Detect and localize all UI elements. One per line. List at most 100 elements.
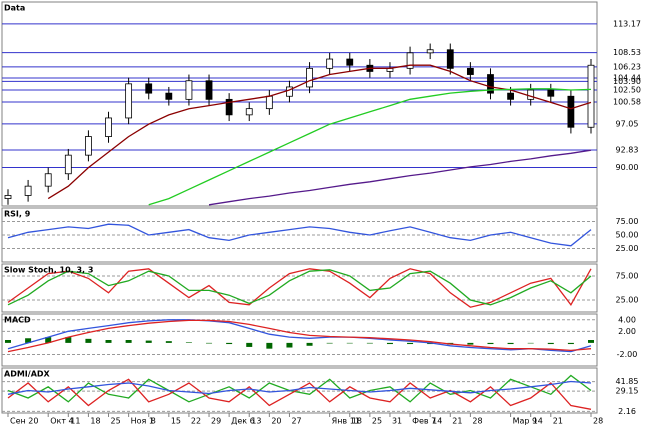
histogram-bar xyxy=(467,342,474,345)
candle-body xyxy=(165,92,173,100)
candle-body xyxy=(85,136,92,156)
series-line xyxy=(47,64,592,200)
y-tick-label: 75.00 xyxy=(616,272,639,281)
histogram-bar xyxy=(65,337,72,343)
x-tick-label: Окт 4 xyxy=(50,417,73,426)
x-tick-label: 13 xyxy=(251,417,261,426)
candle-body xyxy=(205,80,213,100)
x-tick-label: 29 xyxy=(211,417,221,426)
histogram-bar xyxy=(25,338,32,343)
panel-frame xyxy=(1,367,598,414)
x-tick-label: 15 xyxy=(171,417,181,426)
histogram-bar xyxy=(185,342,192,343)
series-line xyxy=(208,149,592,206)
y-tick-label: 29.15 xyxy=(616,387,639,396)
histogram-bar xyxy=(487,342,494,345)
y-tick-label: 25.00 xyxy=(616,244,639,253)
x-tick-label: Янв 11 xyxy=(332,417,360,426)
x-tick-label: 21 xyxy=(553,417,563,426)
candle-body xyxy=(547,89,555,97)
x-tick-label: 27 xyxy=(291,417,301,426)
histogram-bar xyxy=(286,342,293,348)
y-tick-label: 25.00 xyxy=(616,296,639,305)
histogram-bar xyxy=(165,341,172,343)
y-tick-label: 2.16 xyxy=(618,407,636,416)
histogram-bar xyxy=(366,342,373,344)
y-tick-label: 90.00 xyxy=(616,163,639,172)
histogram-bar xyxy=(125,340,132,343)
histogram-bar xyxy=(45,337,52,343)
y-tick-label: 103.90 xyxy=(613,77,641,86)
series-line xyxy=(7,319,592,353)
series-line xyxy=(7,269,592,306)
candle-body xyxy=(406,52,414,69)
histogram-bar xyxy=(206,342,213,344)
histogram-bar xyxy=(507,342,514,345)
x-tick-label: Мар 9 xyxy=(513,417,538,426)
y-tick-label: 50.00 xyxy=(616,231,639,240)
series-line xyxy=(7,223,592,247)
x-tick-label: 8 xyxy=(151,417,156,426)
panel-title: MACD xyxy=(4,316,31,325)
x-tick-label: 11 xyxy=(70,417,80,426)
panel-title: RSI, 9 xyxy=(4,210,31,219)
y-tick-label: 4.00 xyxy=(618,315,636,324)
histogram-bar xyxy=(386,342,393,345)
candle-body xyxy=(527,89,535,100)
candle-body xyxy=(64,154,72,175)
candle-body xyxy=(125,83,133,119)
candle-body xyxy=(225,98,233,116)
x-tick-label: 18 xyxy=(352,417,362,426)
y-tick-label: 102.50 xyxy=(613,86,641,95)
candle-body xyxy=(426,49,434,54)
candle-body xyxy=(487,74,494,94)
histogram-bar xyxy=(306,342,313,346)
candle-body xyxy=(446,49,454,69)
candle-body xyxy=(306,67,313,88)
x-tick-label: 22 xyxy=(191,417,201,426)
y-tick-label: 104.44 xyxy=(613,74,641,83)
candle-body xyxy=(326,58,334,69)
candle-body xyxy=(44,173,52,187)
histogram-bar xyxy=(105,340,112,343)
y-tick-label: -2.00 xyxy=(617,350,638,359)
candle-body xyxy=(185,80,193,100)
panel-title: ADMI/ADX xyxy=(4,370,51,379)
x-tick-label: 14 xyxy=(533,417,543,426)
x-tick-label: 18 xyxy=(90,417,100,426)
series-line xyxy=(148,88,592,206)
histogram-bar xyxy=(547,342,554,345)
series-line xyxy=(7,319,592,353)
x-tick-label: Сен 20 xyxy=(10,417,38,426)
x-tick-label: 21 xyxy=(452,417,462,426)
histogram-bar xyxy=(346,342,353,344)
x-tick-label: 14 xyxy=(432,417,442,426)
histogram-bar xyxy=(145,340,152,343)
x-tick-label: 20 xyxy=(271,417,281,426)
histogram-bar xyxy=(246,342,253,347)
y-tick-label: 41.85 xyxy=(616,377,639,386)
x-tick-label: 25 xyxy=(372,417,382,426)
candle-body xyxy=(507,92,514,100)
candle-body xyxy=(24,185,32,196)
y-tick-label: 75.00 xyxy=(616,217,639,226)
histogram-bar xyxy=(85,338,92,343)
candle-body xyxy=(265,95,273,110)
histogram-bar xyxy=(588,340,594,343)
histogram-bar xyxy=(326,342,333,344)
histogram-bar xyxy=(567,342,574,345)
series-line xyxy=(7,268,592,308)
y-tick-label: 108.53 xyxy=(613,48,641,57)
candle-body xyxy=(346,58,354,66)
x-tick-label: Ноя 1 xyxy=(131,417,154,426)
x-tick-label: 25 xyxy=(111,417,121,426)
candle-body xyxy=(4,195,12,199)
histogram-bar xyxy=(407,342,414,345)
x-tick-label: 28 xyxy=(593,417,603,426)
x-tick-label: Фев 7 xyxy=(412,417,436,426)
panel-title: Slow Stoch, 10, 3, 3 xyxy=(4,266,93,275)
candle-body xyxy=(466,67,474,75)
candle-body xyxy=(245,108,253,116)
